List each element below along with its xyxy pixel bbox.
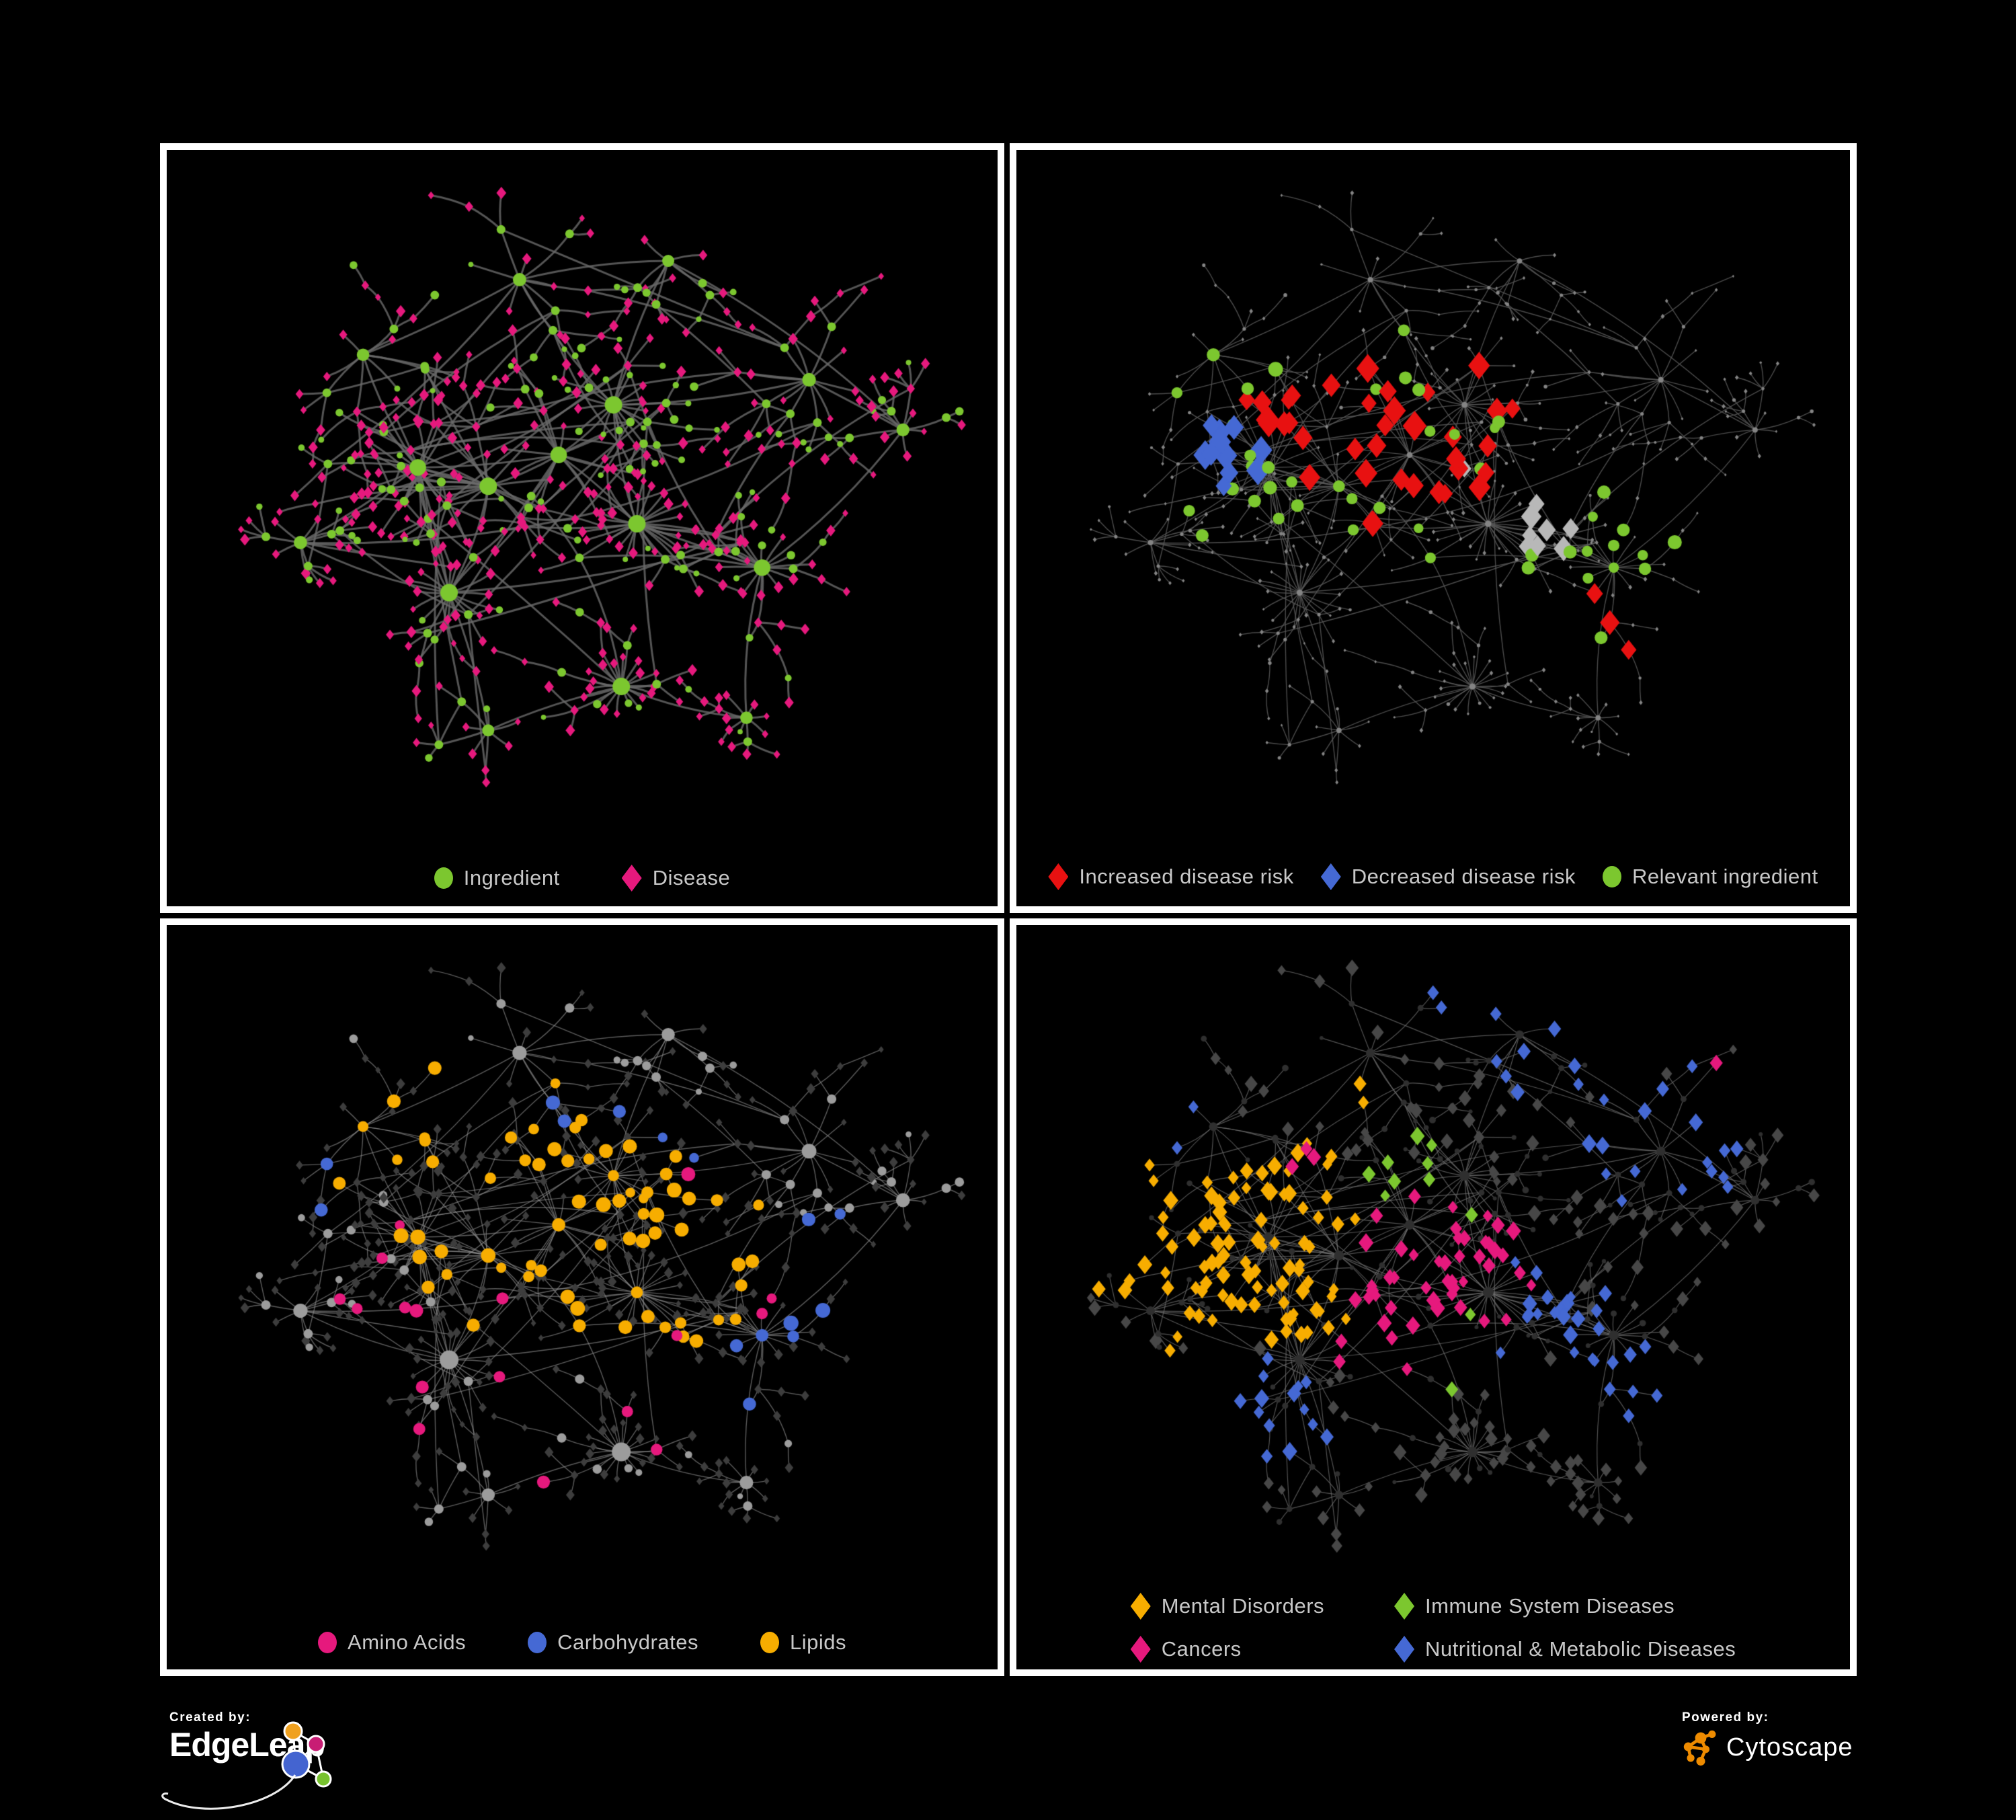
disease-marker-icon: [621, 865, 642, 892]
network-canvas-disease-risk: [1016, 150, 1850, 906]
network-canvas-disease-classes: [1016, 925, 1850, 1669]
edgeleap-node-green: [315, 1770, 332, 1788]
edgeleap-credit: Created by: EdgeLeap: [161, 1710, 506, 1818]
network-canvas-ingredient-classes: [167, 925, 998, 1669]
legend-item: Lipids: [760, 1630, 846, 1655]
panel-disease-classes: Mental Disorders Immune System Diseases …: [1010, 918, 1857, 1676]
legend-item: Increased disease risk: [1048, 863, 1293, 890]
legend-label: Lipids: [789, 1630, 846, 1654]
edgeleap-node-magenta: [307, 1735, 325, 1753]
legend-label: Immune System Diseases: [1425, 1594, 1675, 1618]
created-by-label: Created by:: [169, 1710, 251, 1725]
legend-label: Amino Acids: [348, 1630, 467, 1654]
relevant-ingredient-marker-icon: [1603, 866, 1621, 887]
edgeleap-node-orange: [283, 1721, 303, 1741]
amino-acids-marker-icon: [318, 1632, 337, 1653]
legend-ingredient-classes: Amino Acids Carbohydrates Lipids: [167, 1630, 998, 1655]
panel-disease-risk: Increased disease risk Decreased disease…: [1010, 143, 1857, 913]
legend-item: Mental Disorders: [1130, 1593, 1325, 1620]
legend-disease-risk: Increased disease risk Decreased disease…: [1016, 863, 1850, 890]
legend-item: Decreased disease risk: [1320, 863, 1576, 890]
increased-risk-marker-icon: [1048, 863, 1069, 890]
lipids-marker-icon: [760, 1632, 779, 1653]
panel-ingredient-disease: Ingredient Disease: [160, 143, 1004, 913]
nutritional-metabolic-marker-icon: [1394, 1636, 1415, 1663]
legend-item: Immune System Diseases: [1394, 1593, 1736, 1620]
legend-ingredient-disease: Ingredient Disease: [167, 865, 998, 892]
ingredient-marker-icon: [434, 867, 453, 889]
cancers-marker-icon: [1130, 1636, 1151, 1663]
legend-label: Increased disease risk: [1079, 865, 1294, 888]
legend-label: Mental Disorders: [1161, 1594, 1325, 1618]
legend-label: Nutritional & Metabolic Diseases: [1425, 1637, 1736, 1661]
carbohydrates-marker-icon: [528, 1632, 547, 1653]
powered-by-label: Powered by:: [1682, 1710, 1769, 1725]
legend-item: Relevant ingredient: [1603, 865, 1818, 889]
mental-disorders-marker-icon: [1130, 1593, 1151, 1620]
cytoscape-wordmark: Cytoscape: [1726, 1733, 1853, 1762]
legend-item: Amino Acids: [318, 1630, 466, 1655]
legend-label: Relevant ingredient: [1632, 865, 1818, 888]
cytoscape-logo-icon: [1683, 1730, 1716, 1766]
legend-item: Cancers: [1130, 1636, 1324, 1663]
legend-item: Nutritional & Metabolic Diseases: [1394, 1636, 1736, 1663]
legend-item: Disease: [621, 865, 731, 892]
edgeleap-logo-icon: [281, 1721, 332, 1788]
legend-item: Carbohydrates: [528, 1630, 698, 1655]
cytoscape-credit: Powered by:: [1682, 1710, 1858, 1767]
immune-system-diseases-marker-icon: [1394, 1593, 1415, 1620]
edgeleap-node-blue: [281, 1749, 311, 1779]
legend-label: Ingredient: [463, 866, 560, 889]
legend-label: Decreased disease risk: [1351, 865, 1576, 888]
legend-item: Ingredient: [434, 866, 560, 890]
legend-label: Cancers: [1161, 1637, 1242, 1661]
network-canvas-ingredient-disease: [167, 150, 998, 906]
legend-label: Carbohydrates: [557, 1630, 698, 1654]
panel-ingredient-classes: Amino Acids Carbohydrates Lipids: [160, 918, 1004, 1676]
legend-disease-classes: Mental Disorders Immune System Diseases …: [1016, 1593, 1850, 1663]
decreased-risk-marker-icon: [1320, 863, 1341, 890]
legend-label: Disease: [652, 866, 731, 889]
